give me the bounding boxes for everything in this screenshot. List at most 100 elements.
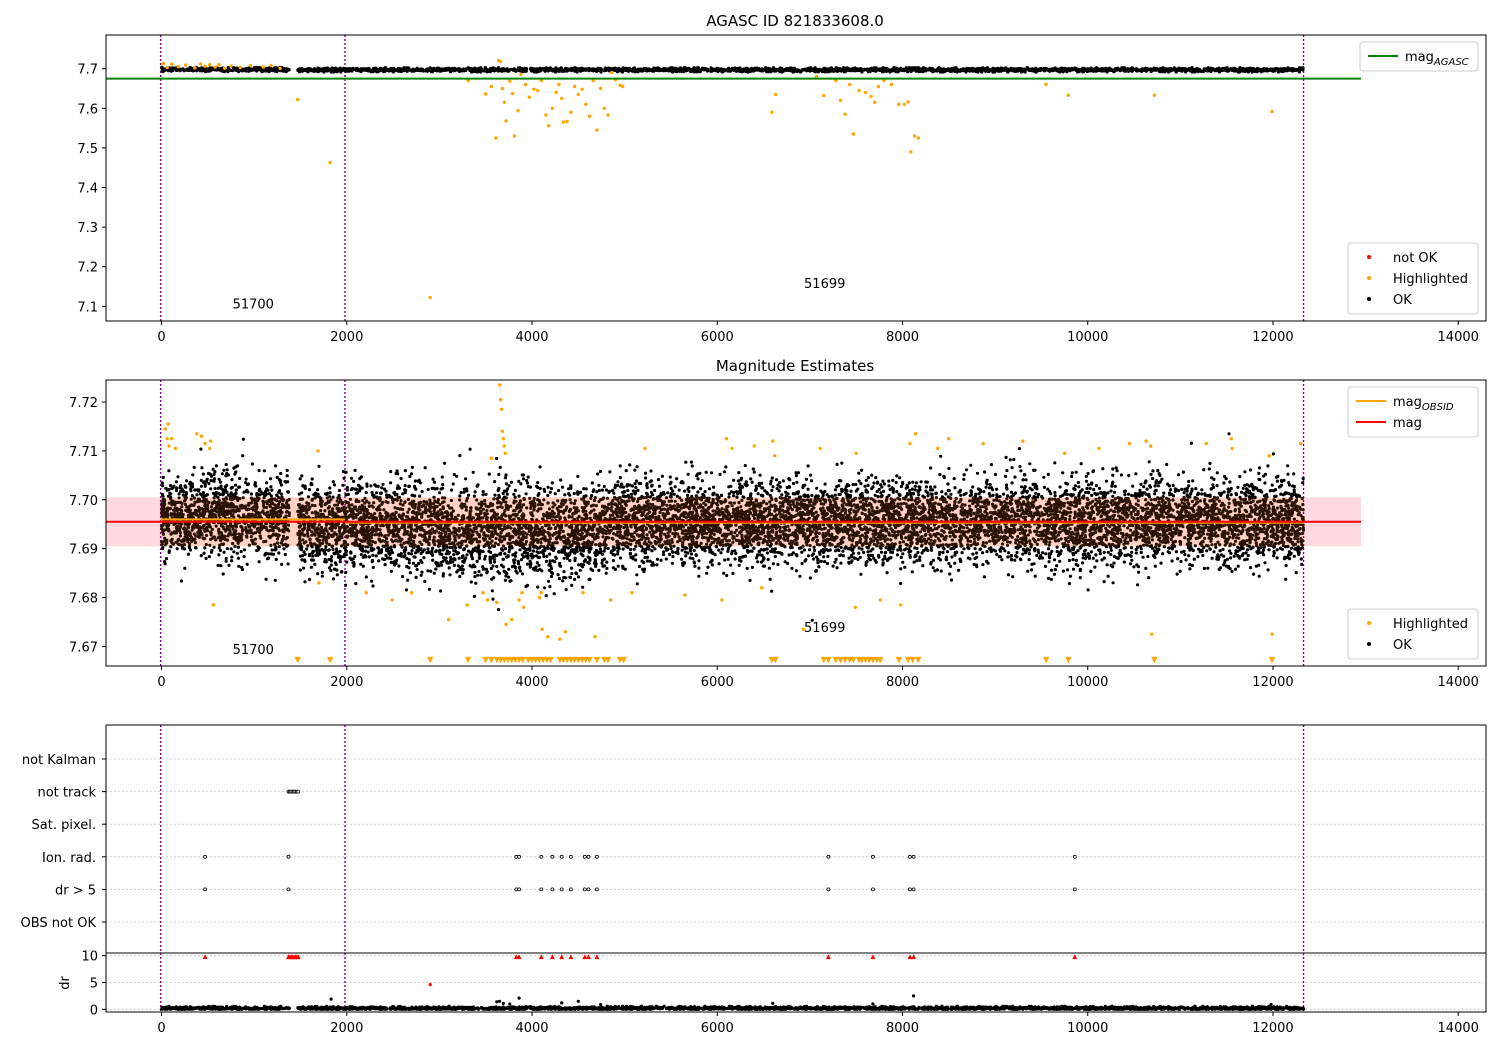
highlighted-point: [519, 72, 523, 77]
ok-point: [426, 514, 430, 518]
ok-point: [263, 489, 268, 494]
ok-point: [213, 487, 217, 491]
legend-dot-swatch: [1367, 276, 1371, 280]
ok-point: [246, 482, 251, 486]
ok-point: [919, 69, 924, 73]
ok-point: [383, 69, 387, 73]
ok-point: [244, 481, 248, 485]
ok-point: [220, 501, 224, 505]
ok-point: [235, 551, 239, 555]
ok-point: [160, 546, 165, 551]
ok-point: [219, 564, 223, 568]
ok-point: [1096, 67, 1100, 71]
ok-point: [373, 516, 377, 520]
ok-point: [602, 69, 607, 73]
ok-point: [371, 553, 375, 557]
ok-point: [411, 561, 415, 565]
ok-point: [1232, 66, 1236, 70]
ok-point: [247, 512, 251, 516]
ok-point: [1166, 67, 1170, 71]
ok-point: [162, 506, 166, 510]
ok-point: [210, 511, 214, 515]
highlighted-point: [814, 74, 819, 79]
ok-point: [408, 502, 412, 506]
ok-point: [967, 68, 972, 72]
ok-point: [303, 580, 307, 584]
ok-point: [265, 514, 270, 518]
ok-point: [348, 497, 352, 501]
ok-point: [1182, 67, 1186, 71]
ok-point: [213, 493, 217, 497]
ok-point: [389, 470, 393, 474]
ok-point: [185, 536, 190, 540]
ok-point: [558, 69, 562, 73]
ok-point: [1158, 67, 1163, 71]
ok-point: [197, 535, 201, 539]
highlighted-point: [580, 87, 584, 92]
ok-point: [986, 69, 990, 73]
ok-point: [331, 480, 335, 484]
highlighted-point: [554, 90, 558, 95]
ok-point: [581, 68, 585, 72]
ok-point: [1124, 68, 1128, 72]
legend-dot-swatch: [1367, 297, 1371, 301]
ok-point: [425, 67, 429, 71]
ok-point: [308, 67, 312, 71]
ok-point: [376, 546, 381, 550]
ok-point: [166, 514, 170, 518]
ok-point: [201, 491, 206, 495]
ok-point: [866, 68, 870, 72]
ok-point: [242, 555, 246, 559]
ok-point: [188, 531, 192, 535]
ok-point: [359, 68, 363, 72]
ok-point: [197, 528, 201, 532]
ok-point: [284, 501, 289, 505]
ok-point: [172, 484, 176, 488]
ok-point: [721, 68, 725, 72]
ok-point: [792, 67, 796, 71]
ok-point: [761, 69, 765, 73]
ok-point: [196, 514, 200, 518]
ok-point: [998, 68, 1002, 72]
ok-point: [502, 67, 506, 71]
ok-point: [203, 499, 207, 503]
ok-point: [219, 506, 223, 510]
ok-point: [195, 493, 199, 497]
ok-point: [232, 505, 236, 509]
ok-point: [375, 67, 379, 71]
ok-point: [329, 568, 333, 573]
ok-point: [357, 499, 361, 504]
ok-point: [995, 69, 1000, 73]
ok-point: [298, 69, 302, 73]
ok-point: [204, 533, 209, 538]
x-tick-label: 4000: [515, 330, 548, 345]
ok-point: [217, 553, 221, 557]
highlighted-point: [500, 86, 505, 91]
ok-point: [405, 68, 409, 72]
x-tick-label: 2000: [330, 330, 363, 345]
ok-point: [959, 67, 964, 72]
ok-point: [575, 70, 579, 74]
ok-point: [167, 549, 171, 553]
highlighted-point: [217, 62, 221, 67]
ok-point: [873, 66, 877, 70]
highlighted-point: [296, 97, 300, 102]
ok-point: [225, 538, 230, 542]
highlighted-point: [869, 94, 873, 99]
ok-point: [1009, 68, 1014, 72]
ok-point: [218, 548, 222, 553]
ok-point: [254, 484, 258, 488]
ok-point: [782, 69, 786, 73]
ok-point: [227, 563, 231, 567]
legend-frame: [1347, 242, 1479, 315]
ok-point: [1014, 69, 1018, 73]
ok-point: [186, 515, 191, 519]
ok-point: [310, 477, 314, 481]
ok-point: [244, 534, 249, 538]
ok-point: [351, 561, 355, 565]
highlighted-point: [598, 86, 603, 91]
ok-point: [331, 577, 336, 581]
ok-point: [247, 66, 251, 70]
ok-point: [410, 465, 414, 469]
ok-point: [163, 536, 167, 540]
